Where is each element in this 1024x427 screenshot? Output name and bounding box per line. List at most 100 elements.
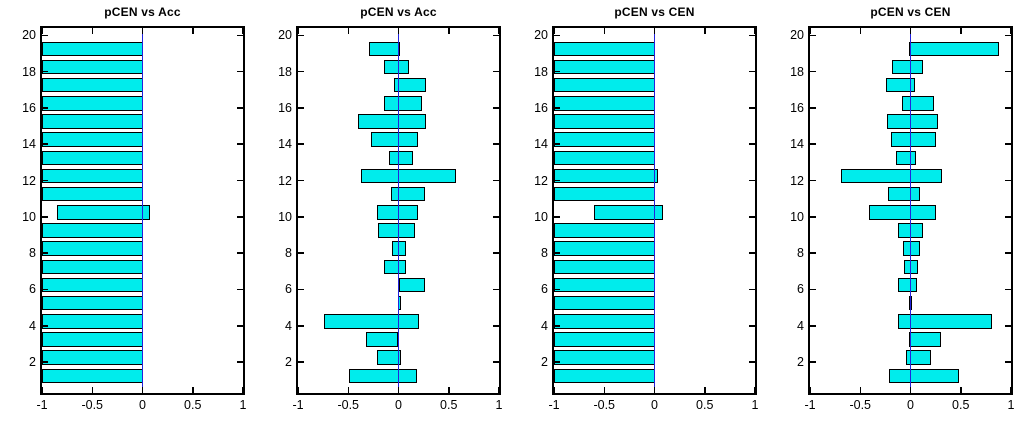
- y-tick-label: 2: [541, 355, 548, 370]
- y-tick-label: 18: [534, 64, 548, 79]
- y-tick-mark: [554, 361, 560, 363]
- y-tick-mark: [810, 361, 816, 363]
- y-tick-mark: [42, 288, 48, 291]
- y-tick-label: 14: [790, 137, 804, 152]
- x-tick-mark: [704, 28, 706, 34]
- y-tick-mark: [298, 107, 304, 109]
- y-tick-mark: [1005, 361, 1011, 363]
- bar: [42, 223, 143, 238]
- x-tick-mark: [297, 28, 299, 34]
- bar: [554, 114, 655, 129]
- x-tick-mark: [41, 28, 43, 34]
- bar: [42, 295, 143, 311]
- y-tick-mark: [493, 288, 499, 291]
- y-tick-mark: [749, 325, 755, 327]
- y-tick-mark: [493, 179, 499, 182]
- x-tick-label: -0.5: [593, 398, 616, 412]
- y-tick-label: 2: [29, 355, 36, 370]
- x-tick-mark: [91, 387, 93, 393]
- y-tick-mark: [493, 34, 499, 36]
- y-tick-mark: [493, 325, 499, 327]
- bar: [366, 332, 399, 347]
- chart-title: pCEN vs Acc: [104, 5, 181, 19]
- bar: [384, 259, 407, 274]
- y-tick-mark: [298, 143, 304, 145]
- x-tick-label: 1: [495, 398, 503, 412]
- y-tick-mark: [298, 288, 304, 291]
- zero-line: [397, 28, 400, 393]
- bar: [42, 59, 143, 75]
- bar: [42, 186, 143, 202]
- x-tick-label: 0: [907, 398, 914, 412]
- y-tick-mark: [810, 107, 816, 109]
- x-tick-mark: [448, 387, 450, 393]
- x-tick-label: 0.5: [952, 398, 970, 412]
- bar: [42, 168, 143, 184]
- y-tick-mark: [749, 107, 755, 109]
- y-tick-mark: [42, 34, 48, 36]
- y-tick-label: 4: [797, 318, 804, 333]
- x-tick-mark: [603, 28, 605, 34]
- y-tick-mark: [237, 361, 243, 363]
- plot-area: [296, 26, 501, 395]
- bar: [384, 59, 410, 75]
- x-tick-mark: [141, 28, 144, 34]
- x-tick-mark: [809, 387, 811, 393]
- y-tick-mark: [237, 179, 243, 182]
- chart-1-pcen-vs-acc: pCEN vs Acc 2 4 6 8 10 12 14 16 18 20 -1 -0.5 0 0.5 1: [0, 0, 256, 427]
- y-tick-mark: [493, 70, 499, 73]
- bar: [42, 332, 143, 347]
- bar: [554, 332, 655, 347]
- x-tick-mark: [553, 387, 555, 393]
- x-tick-label: -0.5: [81, 398, 104, 412]
- y-tick-mark: [749, 252, 755, 254]
- x-tick-mark: [603, 387, 605, 393]
- x-tick-mark: [653, 387, 656, 393]
- y-tick-mark: [554, 70, 560, 73]
- y-tick-label: 16: [534, 100, 548, 115]
- bar: [378, 223, 415, 238]
- y-tick-mark: [42, 179, 48, 182]
- y-tick-mark: [42, 143, 48, 145]
- zero-line: [653, 28, 656, 393]
- y-tick-mark: [298, 325, 304, 327]
- y-tick-label: 8: [541, 246, 548, 261]
- x-tick-label: 0: [395, 398, 402, 412]
- y-tick-mark: [554, 107, 560, 109]
- bar: [905, 350, 931, 365]
- y-tick-label: 6: [797, 282, 804, 297]
- bar: [554, 77, 655, 93]
- y-tick-mark: [749, 216, 755, 218]
- y-tick-mark: [493, 107, 499, 109]
- bar: [892, 59, 923, 75]
- bar: [889, 368, 959, 383]
- x-tick-mark: [347, 28, 349, 34]
- bar: [398, 277, 425, 293]
- bar: [42, 114, 143, 129]
- bar: [42, 259, 143, 274]
- y-tick-mark: [298, 34, 304, 36]
- y-tick-mark: [1005, 143, 1011, 145]
- y-tick-mark: [237, 143, 243, 145]
- y-tick-mark: [42, 361, 48, 363]
- bar: [384, 96, 422, 111]
- bar: [393, 77, 426, 93]
- x-tick-label: 1: [1007, 398, 1015, 412]
- y-tick-mark: [298, 361, 304, 363]
- chart-title: pCEN vs CEN: [614, 5, 695, 19]
- chart-title: pCEN vs Acc: [360, 5, 437, 19]
- x-tick-mark: [242, 387, 244, 393]
- y-tick-label: 8: [29, 246, 36, 261]
- bar: [554, 277, 655, 293]
- y-tick-mark: [810, 252, 816, 254]
- bar: [361, 168, 456, 184]
- y-tick-mark: [749, 361, 755, 363]
- y-tick-label: 18: [22, 64, 36, 79]
- y-tick-mark: [298, 70, 304, 73]
- bar: [42, 150, 143, 166]
- x-tick-mark: [141, 387, 144, 393]
- x-tick-label: 1: [239, 398, 247, 412]
- bar: [908, 332, 941, 347]
- x-tick-mark: [1010, 387, 1012, 393]
